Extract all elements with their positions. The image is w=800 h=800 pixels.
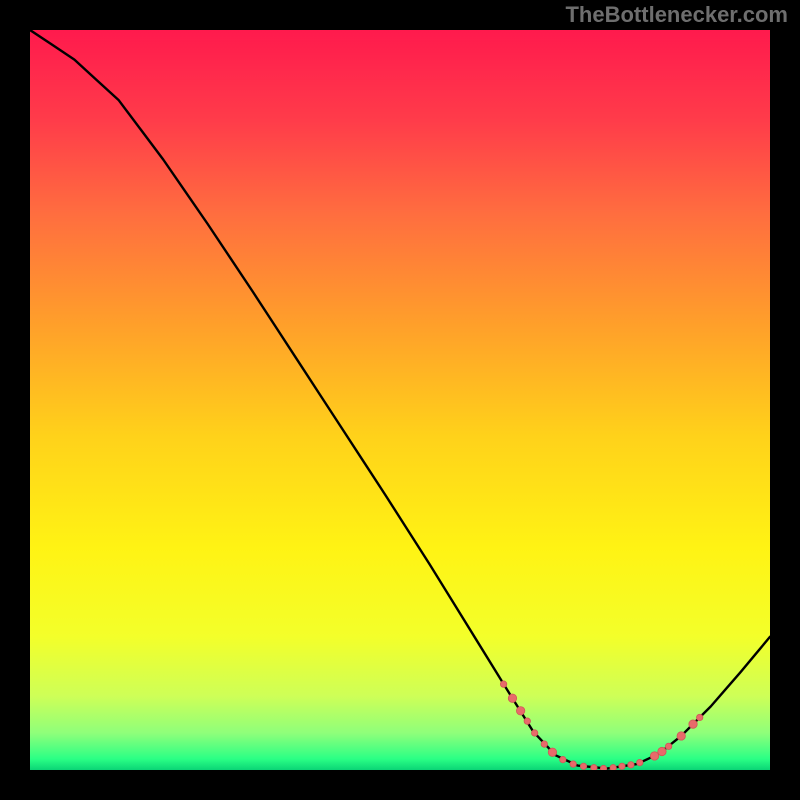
chart-svg	[30, 30, 770, 770]
marker-point	[580, 763, 586, 769]
marker-point	[570, 761, 576, 767]
attribution-text: TheBottlenecker.com	[565, 2, 788, 28]
bottleneck-curve	[30, 30, 770, 769]
marker-point	[619, 763, 625, 769]
marker-point	[637, 759, 643, 765]
marker-point	[508, 694, 516, 702]
marker-point	[524, 718, 530, 724]
marker-point	[650, 752, 658, 760]
marker-point	[541, 741, 547, 747]
marker-point	[591, 765, 597, 770]
plot-area	[30, 30, 770, 770]
marker-point	[665, 743, 671, 749]
marker-point	[677, 732, 685, 740]
marker-point	[628, 762, 634, 768]
marker-point	[600, 765, 606, 770]
marker-point	[548, 748, 556, 756]
marker-point	[697, 714, 703, 720]
marker-point	[689, 720, 697, 728]
marker-point	[500, 681, 506, 687]
marker-point	[658, 747, 666, 755]
marker-point	[610, 765, 616, 770]
marker-point	[531, 730, 537, 736]
marker-point	[560, 756, 566, 762]
marker-point	[516, 707, 524, 715]
